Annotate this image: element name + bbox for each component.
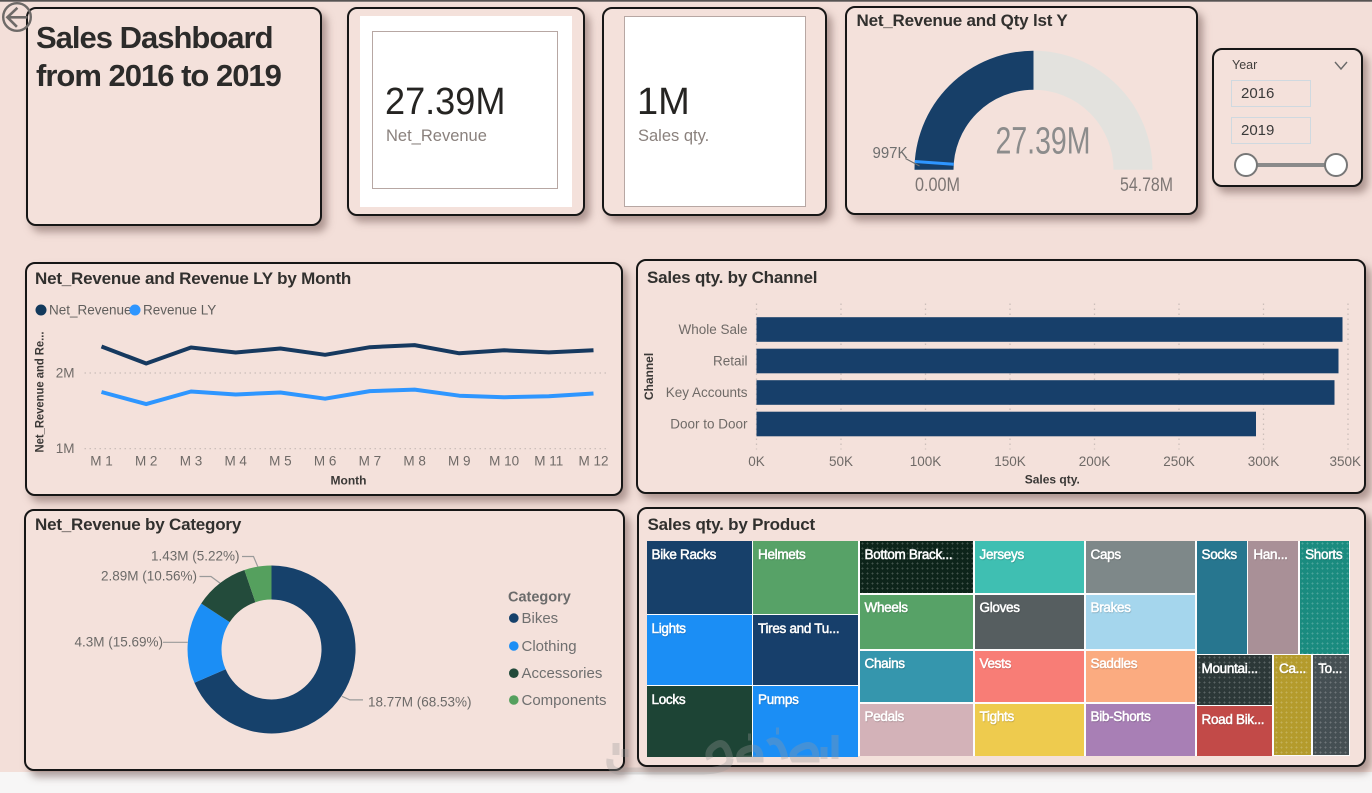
svg-text:M 5: M 5 bbox=[269, 454, 292, 469]
svg-text:M 11: M 11 bbox=[534, 454, 563, 469]
svg-text:M 3: M 3 bbox=[180, 454, 203, 469]
svg-text:Month: Month bbox=[331, 474, 367, 488]
svg-text:Clothing: Clothing bbox=[522, 638, 577, 655]
svg-text:2.89M (10.56%): 2.89M (10.56%) bbox=[101, 569, 197, 584]
svg-text:1M: 1M bbox=[56, 441, 75, 456]
svg-text:Channel: Channel bbox=[642, 353, 656, 400]
svg-text:M 4: M 4 bbox=[224, 454, 247, 469]
svg-text:M 2: M 2 bbox=[135, 454, 158, 469]
svg-text:18.77M (68.53%): 18.77M (68.53%) bbox=[368, 695, 472, 710]
svg-text:Whole Sale: Whole Sale bbox=[678, 322, 747, 337]
svg-text:M 10: M 10 bbox=[489, 454, 519, 469]
svg-text:200K: 200K bbox=[1079, 454, 1111, 469]
svg-text:0.00M: 0.00M bbox=[915, 175, 960, 196]
svg-text:997K: 997K bbox=[873, 145, 908, 162]
svg-text:50K: 50K bbox=[829, 454, 853, 469]
svg-text:M 6: M 6 bbox=[314, 454, 337, 469]
svg-text:250K: 250K bbox=[1163, 454, 1195, 469]
svg-text:Net_Revenue and Re...: Net_Revenue and Re... bbox=[33, 332, 47, 453]
svg-text:Sales qty.: Sales qty. bbox=[1025, 473, 1080, 487]
svg-text:Category: Category bbox=[508, 589, 571, 605]
svg-text:27.39M: 27.39M bbox=[996, 121, 1091, 163]
svg-text:150K: 150K bbox=[994, 454, 1026, 469]
svg-text:54.78M: 54.78M bbox=[1120, 175, 1173, 196]
svg-text:Bikes: Bikes bbox=[522, 610, 559, 627]
svg-text:100K: 100K bbox=[910, 454, 942, 469]
svg-text:M 8: M 8 bbox=[403, 454, 426, 469]
svg-text:M 1: M 1 bbox=[90, 454, 113, 469]
svg-text:350K: 350K bbox=[1329, 454, 1361, 469]
svg-text:Components: Components bbox=[522, 692, 607, 709]
svg-text:2M: 2M bbox=[56, 366, 75, 381]
svg-text:Key Accounts: Key Accounts bbox=[666, 385, 748, 400]
svg-text:M 12: M 12 bbox=[578, 454, 608, 469]
svg-text:0K: 0K bbox=[748, 454, 765, 469]
svg-text:Revenue LY: Revenue LY bbox=[143, 303, 216, 318]
svg-text:1.43M (5.22%): 1.43M (5.22%) bbox=[151, 549, 240, 564]
svg-text:M 9: M 9 bbox=[448, 454, 471, 469]
svg-text:Net_Revenue: Net_Revenue bbox=[49, 303, 132, 318]
svg-text:4.3M (15.69%): 4.3M (15.69%) bbox=[74, 634, 163, 649]
svg-text:300K: 300K bbox=[1248, 454, 1280, 469]
svg-text:Accessories: Accessories bbox=[522, 665, 603, 682]
svg-text:Retail: Retail bbox=[713, 354, 748, 369]
svg-text:M 7: M 7 bbox=[359, 454, 382, 469]
svg-text:Door to Door: Door to Door bbox=[670, 417, 748, 432]
